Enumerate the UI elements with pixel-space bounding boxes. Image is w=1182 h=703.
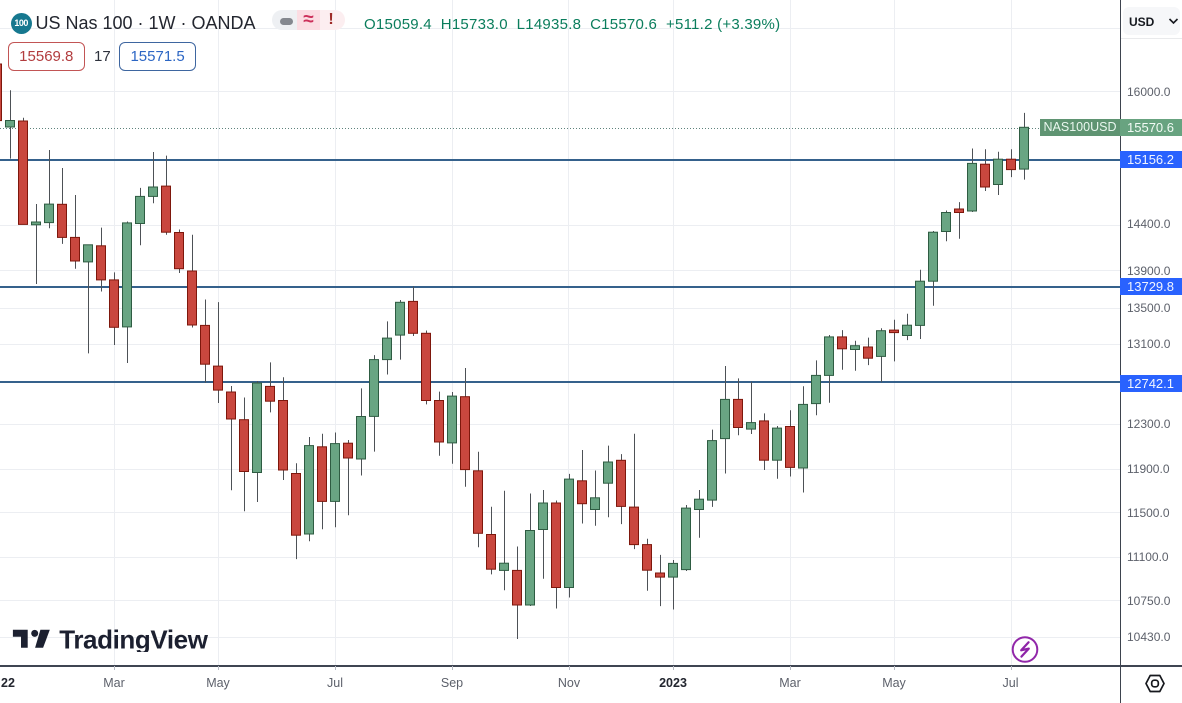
svg-text:TradingView: TradingView [59, 628, 208, 652]
